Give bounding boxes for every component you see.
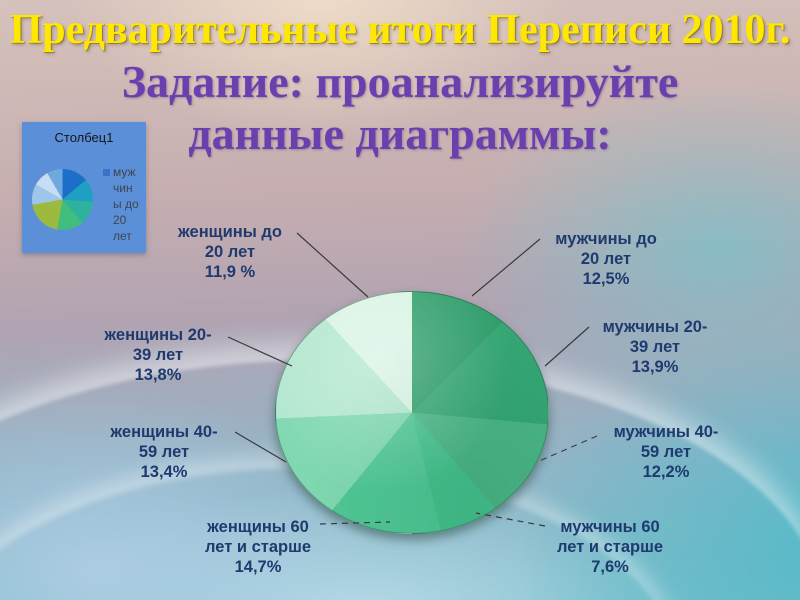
pie-callout-label: женщины 40- 59 лет 13,4% bbox=[110, 422, 217, 482]
pie-callout-label: мужчины 40- 59 лет 12,2% bbox=[614, 422, 719, 482]
callout-line: 39 лет bbox=[629, 338, 681, 356]
callout-line: женщины 40- bbox=[110, 423, 218, 441]
callout-line: 11,9 % bbox=[204, 263, 256, 281]
legend-label-line: лет bbox=[113, 229, 132, 243]
mini-chart-thumbnail: Столбец1 муж чин ы до 20 лет bbox=[22, 122, 146, 253]
mini-chart-title: Столбец1 bbox=[54, 130, 114, 145]
callout-line: мужчины 40- bbox=[613, 423, 719, 441]
callout-line: 59 лет bbox=[640, 443, 692, 461]
callout-line: 12,5% bbox=[582, 270, 630, 288]
callout-line: 59 лет bbox=[138, 443, 190, 461]
callout-line: мужчины 20- bbox=[602, 318, 708, 336]
pie-callout-label: мужчины до 20 лет 12,5% bbox=[555, 229, 657, 289]
pie-callout-label: мужчины 20- 39 лет 13,9% bbox=[603, 317, 708, 377]
slide-subtitle-line1: Задание: проанализируйте bbox=[121, 56, 679, 107]
callout-line: лет и старше bbox=[204, 538, 312, 556]
callout-line: 14,7% bbox=[234, 558, 282, 576]
callout-line: 20 лет bbox=[204, 243, 256, 261]
pie-callout-label: женщины 60 лет и старше 14,7% bbox=[205, 517, 311, 577]
callout-line: женщины 20- bbox=[104, 326, 212, 344]
callout-line: 12,2% bbox=[642, 463, 690, 481]
legend-swatch bbox=[103, 169, 110, 176]
callout-line: лет и старше bbox=[556, 538, 664, 556]
pie-callout-label: женщины до 20 лет 11,9 % bbox=[178, 222, 282, 282]
pie-callout-label: мужчины 60 лет и старше 7,6% bbox=[557, 517, 663, 577]
callout-line: 13,4% bbox=[140, 463, 188, 481]
legend-label-line: муж bbox=[113, 165, 136, 179]
legend-label-line: 20 bbox=[113, 213, 127, 227]
legend-label-line: ы до bbox=[113, 197, 139, 211]
slide-title: Предварительные итоги Переписи 2010г. bbox=[9, 7, 791, 53]
callout-line: 20 лет bbox=[580, 250, 632, 268]
callout-line: мужчины 60 bbox=[560, 518, 660, 536]
callout-line: женщины до bbox=[178, 223, 282, 241]
pie-callout-label: женщины 20- 39 лет 13,8% bbox=[104, 325, 211, 385]
callout-line: 13,8% bbox=[134, 366, 182, 384]
callout-line: женщины 60 bbox=[207, 518, 309, 536]
callout-line: мужчины до bbox=[555, 230, 657, 248]
population-pie-chart bbox=[275, 291, 549, 534]
legend-label: муж чин ы до 20 лет bbox=[113, 164, 139, 244]
callout-line: 39 лет bbox=[132, 346, 184, 364]
callout-line: 7,6% bbox=[591, 558, 629, 576]
slide-subtitle-line2: данные диаграммы: bbox=[188, 108, 612, 159]
legend-label-line: чин bbox=[113, 181, 133, 195]
mini-pie-chart bbox=[32, 169, 93, 230]
callout-line: 13,9% bbox=[631, 358, 679, 376]
